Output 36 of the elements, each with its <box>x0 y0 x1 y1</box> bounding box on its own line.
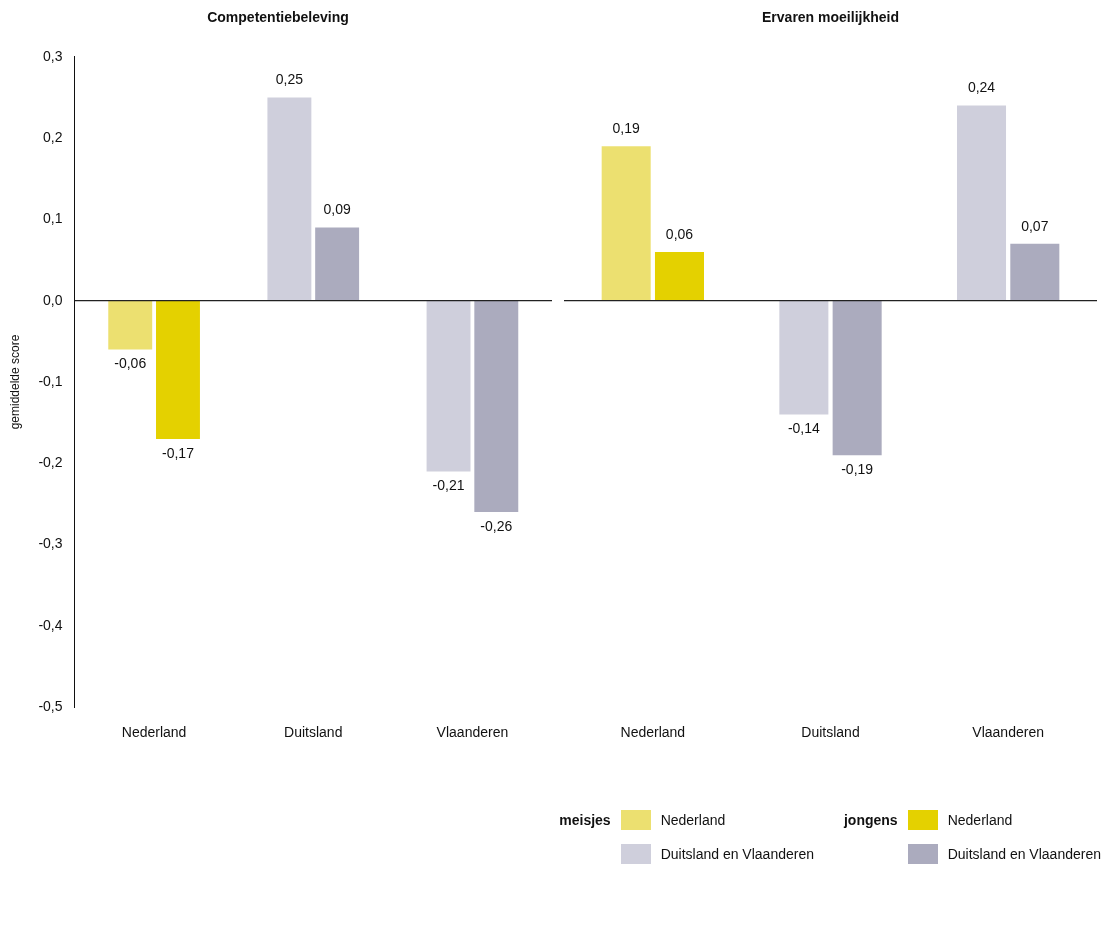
data-label: -0,19 <box>841 461 874 478</box>
data-label: -0,14 <box>787 420 821 437</box>
text: jongens <box>843 811 898 830</box>
x-tick-label: Nederland <box>620 724 686 741</box>
data-label: 0,06 <box>665 225 694 242</box>
x-tick-label: Vlaanderen <box>436 724 509 741</box>
x-tick-label: Vlaanderen <box>972 724 1044 741</box>
chart-title: Ervaren moeilijkheid <box>762 9 899 26</box>
data-label: 0,07 <box>1021 217 1049 234</box>
y-tick-label: -0,5 <box>38 698 63 715</box>
data-label: 0,19 <box>612 120 641 137</box>
y-tick-label: -0,2 <box>38 454 63 471</box>
y-axis-title: gemiddelde score <box>7 334 22 430</box>
y-tick-label: -0,3 <box>38 535 63 552</box>
x-tick-label: Duitsland <box>284 724 343 741</box>
data-label: -0,17 <box>162 444 195 461</box>
data-label: 0,09 <box>323 201 351 218</box>
x-tick-label: Duitsland <box>801 724 860 741</box>
data-label: -0,21 <box>432 477 465 494</box>
data-label: 0,24 <box>967 79 996 96</box>
chart-title: Competentiebeleving <box>207 9 349 26</box>
legend-label: Nederland <box>660 812 726 828</box>
y-tick-label: -0,1 <box>38 372 63 389</box>
legend-label: Duitsland en Vlaanderen <box>947 846 1101 862</box>
data-label: -0,26 <box>480 517 513 534</box>
legend-label: Nederland <box>947 812 1013 828</box>
data-label: -0,06 <box>114 355 147 372</box>
y-tick-label: 0,0 <box>43 291 63 308</box>
y-tick-label: 0,3 <box>43 47 63 64</box>
y-tick-label: 0,2 <box>43 128 63 145</box>
y-tick-label: 0,1 <box>43 210 63 227</box>
data-label: 0,25 <box>275 71 304 88</box>
legend-label: Duitsland en Vlaanderen <box>660 846 814 862</box>
text: meisjes <box>559 811 611 830</box>
y-tick-label: -0,4 <box>38 616 63 633</box>
x-tick-label: Nederland <box>121 724 187 741</box>
